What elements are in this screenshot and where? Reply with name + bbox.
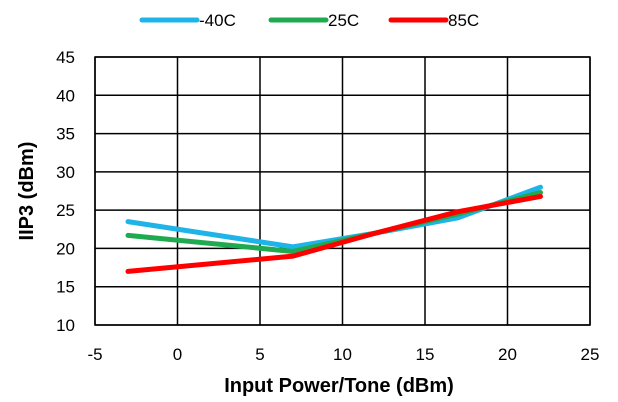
y-tick-label: 30 <box>56 163 75 182</box>
x-axis-title: Input Power/Tone (dBm) <box>224 375 454 397</box>
y-tick-label: 40 <box>56 86 75 105</box>
x-tick-label: 20 <box>498 345 517 364</box>
x-tick-label: 25 <box>581 345 600 364</box>
y-tick-label: 10 <box>56 316 75 335</box>
y-tick-label: 15 <box>56 278 75 297</box>
x-tick-label: -5 <box>87 345 102 364</box>
series-line <box>125 193 543 274</box>
y-tick-label: 35 <box>56 125 75 144</box>
series-layer <box>125 184 543 274</box>
y-axis-title: IIP3 (dBm) <box>16 142 38 241</box>
x-tick-label: 15 <box>416 345 435 364</box>
legend: -40C 25C 85C <box>139 11 479 30</box>
tick-labels: -5 0 5 10 15 20 25 10 15 20 25 30 35 40 45 <box>56 48 599 364</box>
y-tick-label: 25 <box>56 201 75 220</box>
plot-frame <box>94 56 591 326</box>
legend-label: 25C <box>328 11 359 30</box>
x-tick-label: 10 <box>333 345 352 364</box>
legend-label: -40C <box>199 11 236 30</box>
legend-label: 85C <box>448 11 479 30</box>
series-line <box>125 184 543 250</box>
x-tick-label: 0 <box>173 345 182 364</box>
y-tick-label: 45 <box>56 48 75 67</box>
plot-grid <box>94 56 591 326</box>
x-tick-label: 5 <box>255 345 264 364</box>
y-tick-label: 20 <box>56 239 75 258</box>
